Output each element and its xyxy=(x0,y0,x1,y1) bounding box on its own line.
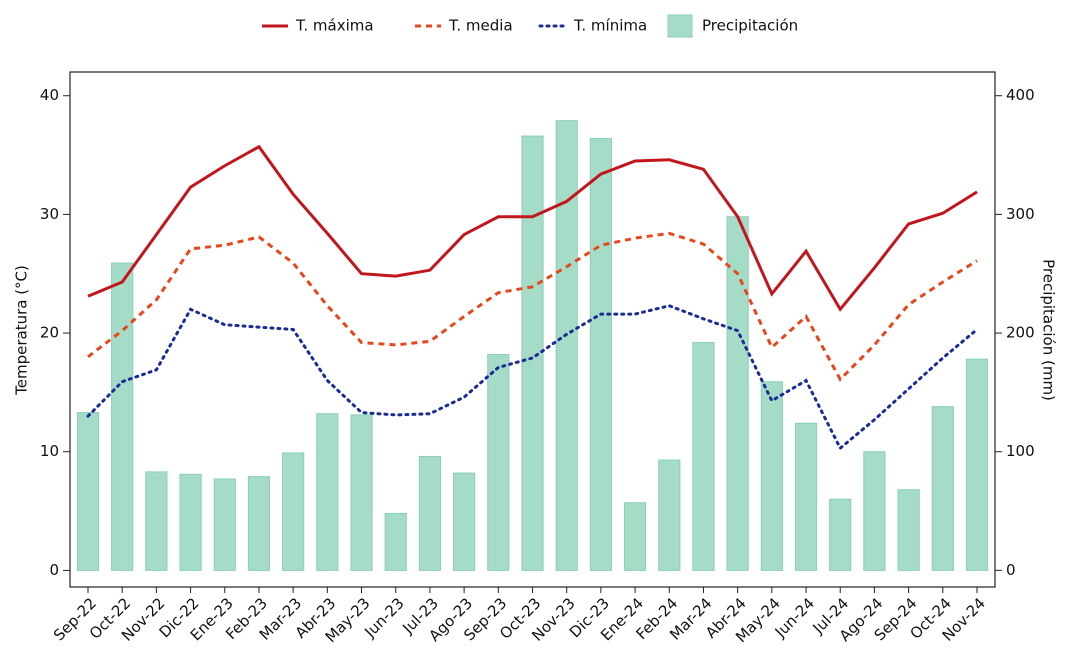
legend-label: T. mínima xyxy=(573,17,647,35)
bar xyxy=(931,406,954,571)
bar xyxy=(589,137,612,571)
y-tick-label: 0 xyxy=(49,561,59,579)
y2-tick-label: 100 xyxy=(1006,442,1035,460)
bar xyxy=(179,473,202,571)
legend-label: Precipitación xyxy=(702,17,798,35)
line-series xyxy=(87,144,978,312)
legend-label: T. máxima xyxy=(295,17,374,35)
bar xyxy=(247,476,271,571)
bar xyxy=(726,216,749,571)
line-series xyxy=(86,304,979,451)
bar xyxy=(760,381,783,571)
bar xyxy=(555,120,578,571)
y2-tick-label: 300 xyxy=(1006,205,1035,223)
bar xyxy=(384,512,407,571)
y-tick-label: 10 xyxy=(40,442,59,460)
y2-tick-label: 200 xyxy=(1006,324,1035,342)
legend-label: T. media xyxy=(448,17,513,35)
bar xyxy=(453,472,476,571)
bar xyxy=(282,452,305,571)
bar xyxy=(418,455,442,571)
y-axis-label: Temperatura (°C) xyxy=(13,265,31,396)
y2-tick-label: 0 xyxy=(1006,561,1016,579)
bar xyxy=(829,498,852,571)
legend-swatch xyxy=(667,14,693,38)
y2-axis-label: Precipitación (mm) xyxy=(1040,259,1058,401)
line-series xyxy=(87,231,978,382)
bar xyxy=(897,489,920,571)
bar xyxy=(350,414,373,571)
legend: T. máxima T. media T. mínima Precipitación xyxy=(262,14,798,38)
bar xyxy=(487,353,510,571)
bar xyxy=(692,342,715,571)
bar xyxy=(145,471,168,571)
bar xyxy=(965,358,989,571)
bar xyxy=(863,451,886,571)
y-tick-label: 20 xyxy=(40,324,59,342)
y-tick-label: 30 xyxy=(40,205,59,223)
bar xyxy=(213,478,236,571)
bar xyxy=(794,422,818,571)
bar xyxy=(111,262,134,571)
bar xyxy=(658,459,681,571)
y2-tick-label: 400 xyxy=(1006,86,1035,104)
bar xyxy=(316,413,339,571)
bar xyxy=(521,135,544,571)
bar xyxy=(76,412,100,571)
bar xyxy=(623,502,647,571)
y-tick-label: 40 xyxy=(40,86,59,104)
